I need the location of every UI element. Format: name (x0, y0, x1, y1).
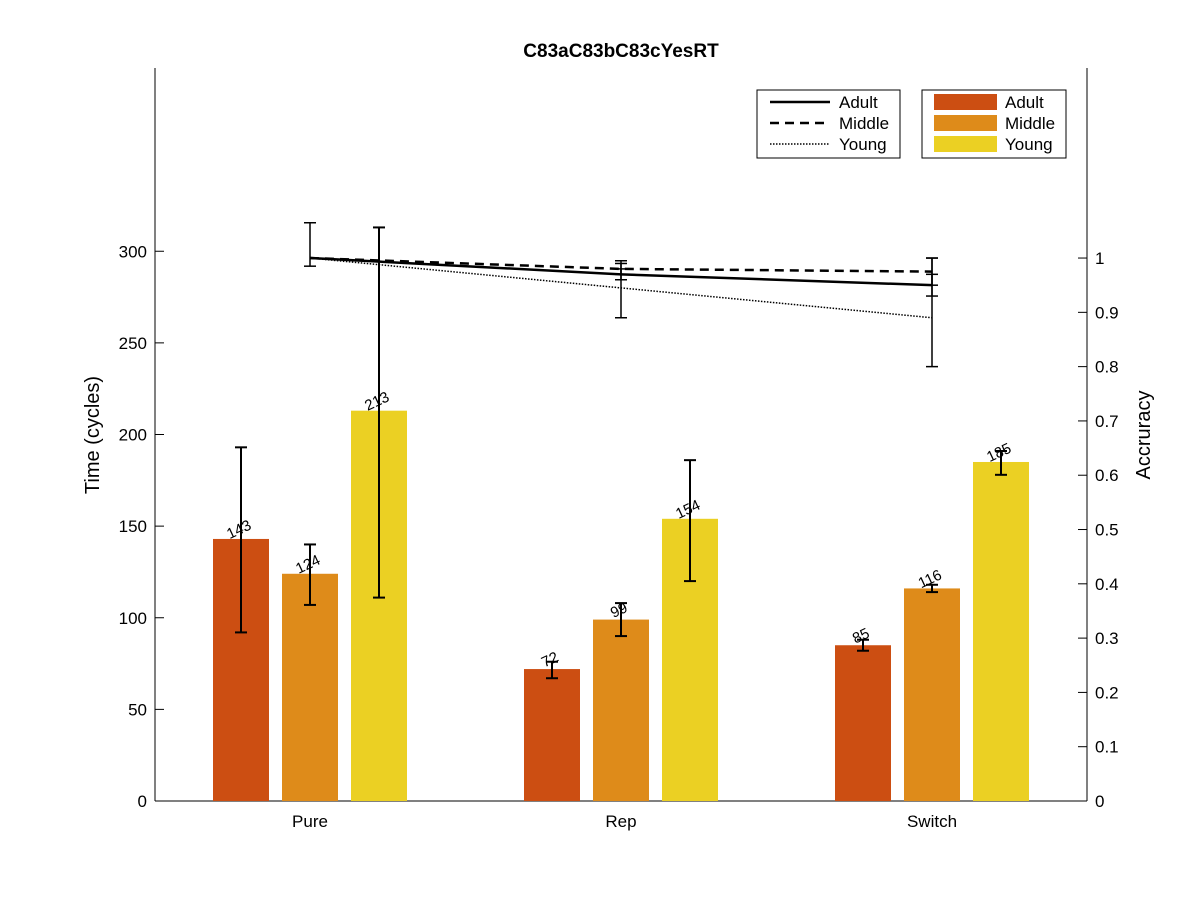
y2-tick-label: 0.6 (1095, 466, 1119, 485)
y-tick-label: 0 (138, 792, 147, 811)
chart-title: C83aC83bC83cYesRT (523, 41, 719, 62)
y2-axis-label: Accruracy (1133, 391, 1155, 480)
y-axis-label: Time (cycles) (82, 376, 104, 494)
y-tick-label: 250 (119, 334, 147, 353)
legend-line-series: Adult Middle Young (756, 89, 901, 159)
y2-tick-label: 0.7 (1095, 412, 1119, 431)
x-axis-ticks: Pure Rep Switch (292, 792, 957, 831)
y2-axis-ticks: 0 0.1 0.2 0.3 0.4 0.5 0.6 0.7 0.8 0.9 1 (1078, 249, 1119, 811)
y2-tick-label: 0.2 (1095, 683, 1119, 702)
bar-middle (904, 588, 960, 801)
bar-middle (282, 573, 338, 801)
y-tick-label: 300 (119, 242, 147, 261)
bar-error-bars (235, 226, 1007, 680)
y-tick-label: 100 (119, 609, 147, 628)
bar-data-label: 99 (608, 599, 630, 621)
legend-bar-swatch (934, 115, 997, 131)
y-tick-label: 150 (119, 517, 147, 536)
y2-tick-label: 0.1 (1095, 738, 1119, 757)
y2-tick-label: 0.5 (1095, 521, 1119, 540)
bar-young (973, 461, 1029, 801)
y-axis-ticks: 0 50 100 150 200 250 300 (119, 242, 164, 811)
y-tick-label: 50 (128, 700, 147, 719)
bar-adult (835, 645, 891, 801)
legend-bar-label: Middle (1005, 114, 1055, 133)
line-middle (309, 256, 933, 273)
x-tick-label: Switch (907, 812, 957, 831)
y2-tick-label: 0.9 (1095, 303, 1119, 322)
bar-adult (524, 669, 580, 801)
x-tick-label: Pure (292, 812, 328, 831)
legend-bar-label: Young (1005, 135, 1053, 154)
y2-tick-label: 0.3 (1095, 629, 1119, 648)
y2-tick-label: 1 (1095, 249, 1104, 268)
y-tick-label: 200 (119, 426, 147, 445)
legend-line-label: Adult (839, 93, 878, 112)
bar-data-label: 85 (850, 625, 872, 647)
legend-bar-swatch (934, 94, 997, 110)
x-tick-label: Rep (605, 812, 636, 831)
bar-data-label: 72 (539, 649, 561, 671)
y2-tick-label: 0.4 (1095, 575, 1119, 594)
y2-tick-label: 0 (1095, 792, 1104, 811)
legend-line-label: Young (839, 135, 887, 154)
bar-middle (593, 619, 649, 801)
line-error-bars (304, 221, 938, 368)
legend-bar-label: Adult (1005, 93, 1044, 112)
y2-tick-label: 0.8 (1095, 358, 1119, 377)
legend-line-label: Middle (839, 114, 889, 133)
legend-bar-series: Adult Middle Young (921, 89, 1067, 159)
legend-bar-swatch (934, 136, 997, 152)
